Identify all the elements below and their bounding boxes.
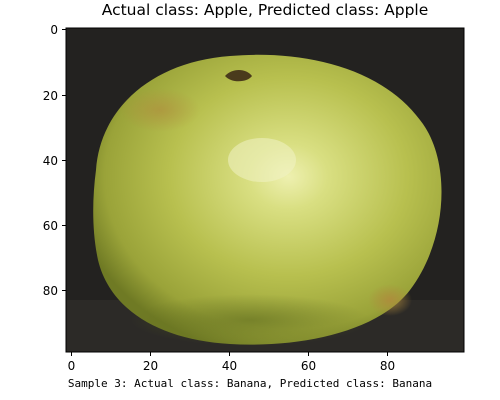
y-tick-label: 80 (43, 284, 58, 298)
apple-bottom-shade (130, 294, 370, 346)
x-axis: 0 20 40 60 80 (68, 352, 395, 373)
x-tick-label: 0 (68, 359, 76, 373)
x-tick-label: 80 (380, 359, 395, 373)
apple-photo (66, 28, 464, 352)
sample-caption: Sample 3: Actual class: Banana, Predicte… (67, 377, 433, 390)
x-tick-label: 40 (222, 359, 237, 373)
apple-stem (225, 70, 252, 82)
y-tick-label: 60 (43, 219, 58, 233)
y-tick-label: 40 (43, 154, 58, 168)
x-tick-label: 20 (143, 359, 158, 373)
y-axis: 0 20 40 60 80 (43, 23, 66, 298)
y-tick-label: 20 (43, 89, 58, 103)
plot-title: Actual class: Apple, Predicted class: Ap… (101, 1, 429, 19)
apple-highlight (228, 138, 296, 182)
axes-frame (65, 27, 465, 353)
y-tick-label: 0 (50, 23, 58, 37)
x-tick-label: 60 (301, 359, 316, 373)
apple-blush-top (120, 88, 200, 132)
apple-blush (368, 284, 412, 316)
